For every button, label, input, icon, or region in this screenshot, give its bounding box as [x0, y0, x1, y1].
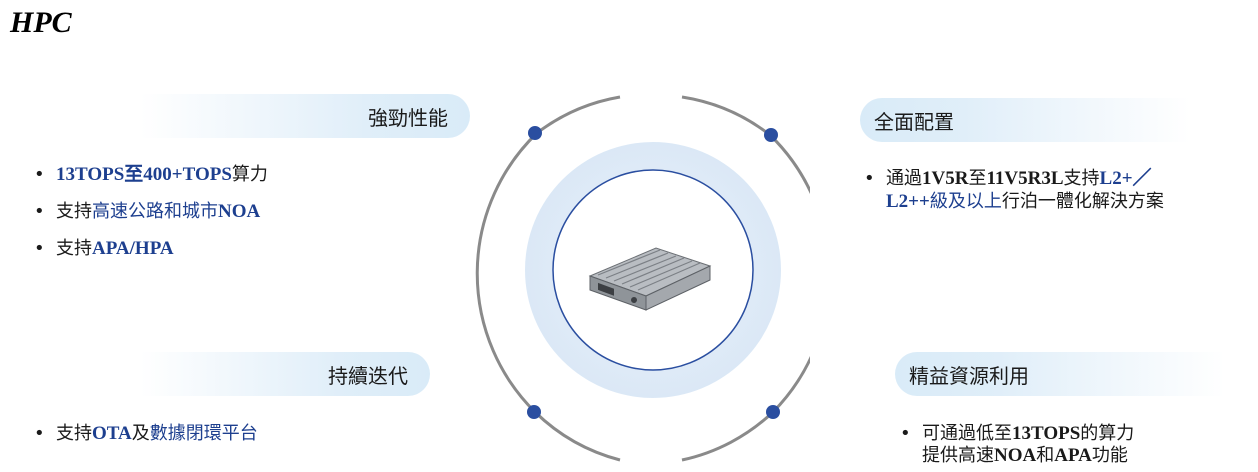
ring-dot-top-left [528, 126, 542, 140]
bullet-icon: • [34, 423, 45, 444]
bullet-icon: • [900, 423, 911, 444]
ring-dot-bottom-left [527, 405, 541, 419]
card-label-iteration: 持續迭代 [140, 352, 430, 396]
card-label-resource-use-text: 精益資源利用 [909, 363, 1029, 388]
ring-dot-bottom-right [766, 405, 780, 419]
card-label-performance: 強勁性能 [140, 94, 470, 138]
list-item: • 支持高速公路和城市NOA [34, 199, 260, 225]
ring-arc-top-left [536, 95, 621, 135]
bullet-icon: • [34, 238, 45, 259]
card-label-iteration-text: 持續迭代 [328, 363, 408, 388]
center-ring-graphic [475, 95, 810, 462]
page-title: HPC [10, 6, 72, 39]
ring-dot-top-right [764, 128, 778, 142]
bullet-icon: • [34, 201, 45, 222]
card-label-configuration-text: 全面配置 [874, 109, 954, 134]
card-label-performance-text: 強勁性能 [368, 105, 448, 130]
ring-arc-top-right [681, 95, 771, 137]
list-item-continued: 提供高速NOA和APA功能 [922, 445, 1128, 466]
ring-arc-bottom-left [533, 410, 621, 462]
list-item-continued: L2++級及以上行泊一體化解決方案 [886, 191, 1164, 212]
ring-arc-left [475, 131, 539, 414]
ring-arc-bottom-right [681, 410, 775, 462]
list-item: • 支持APA/HPA [34, 236, 174, 262]
card-label-resource-use: 精益資源利用 [895, 352, 1225, 396]
bullet-icon: • [34, 164, 45, 185]
bullet-icon: • [864, 168, 875, 189]
list-item: • 可通過低至13TOPS的算力 [900, 421, 1134, 447]
list-item: • 通過1V5R至11V5R3L支持L2+／ [864, 166, 1152, 192]
card-label-configuration: 全面配置 [860, 98, 1190, 142]
list-item: • 13TOPS至400+TOPS算力 [34, 162, 268, 188]
hpc-controller-box-icon [588, 247, 712, 311]
ring-arc-right [768, 133, 810, 414]
list-item: • 支持OTA及數據閉環平台 [34, 421, 258, 447]
